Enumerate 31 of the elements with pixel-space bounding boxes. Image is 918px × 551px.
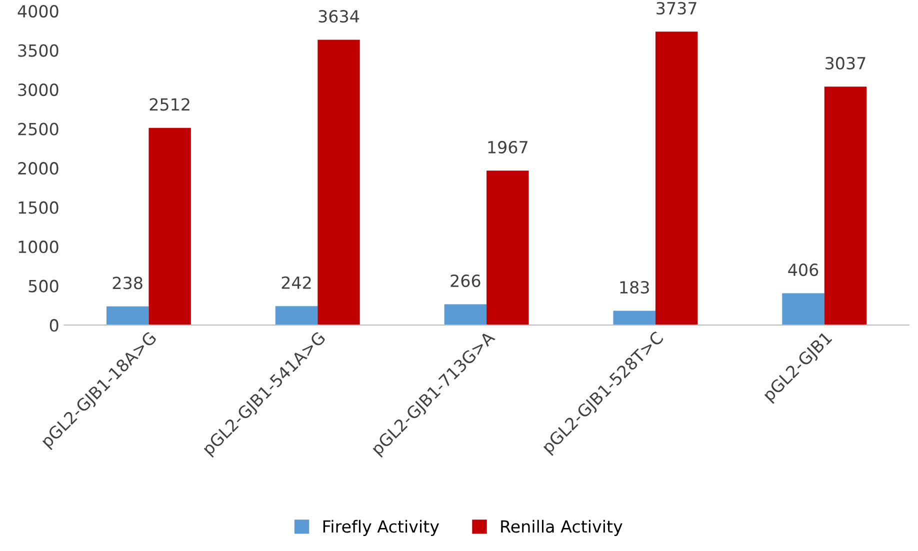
bar: [444, 304, 487, 326]
y-tick-label: 3000: [18, 84, 58, 96]
data-label: 242: [282, 276, 311, 289]
bar: [613, 310, 656, 326]
y-tick-label: 1000: [18, 240, 58, 254]
data-label: 1967: [488, 140, 528, 154]
bar: [318, 40, 360, 326]
data-label: 2512: [150, 98, 190, 111]
bar: [486, 170, 529, 326]
y-tick-label: 2500: [18, 122, 58, 136]
y-tick-label: 0: [50, 319, 58, 332]
y-tick-label: 1500: [18, 201, 58, 214]
legend-label: Firefly Activity: [323, 520, 440, 536]
data-label: 238: [112, 276, 142, 290]
data-label: 183: [620, 280, 649, 294]
legend-label: Renilla Activity: [501, 520, 622, 536]
data-label: 3634: [318, 10, 360, 23]
data-label: 406: [788, 263, 818, 276]
bar: [782, 293, 824, 326]
data-label: 266: [450, 274, 480, 288]
bar: [655, 32, 698, 326]
bar: [148, 128, 191, 326]
bar: [275, 306, 318, 326]
y-tick-label: 2000: [18, 162, 58, 175]
y-tick-label: 3500: [18, 44, 58, 57]
bar: [824, 86, 867, 326]
data-label: 3037: [826, 56, 866, 70]
bar: [106, 306, 149, 326]
y-tick-label: 500: [28, 280, 58, 292]
data-label: 3737: [656, 2, 696, 15]
y-tick-label: 4000: [18, 4, 58, 18]
